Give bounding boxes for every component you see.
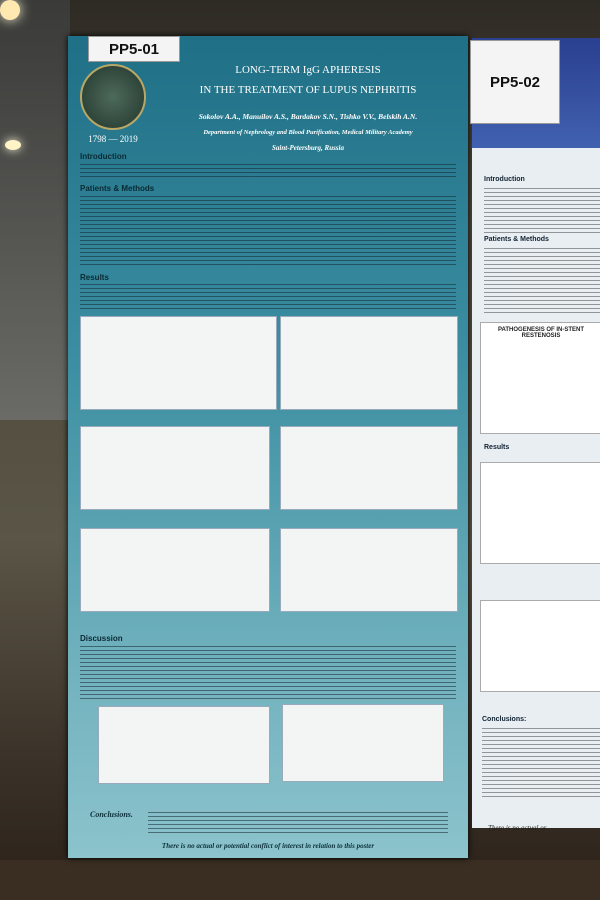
conclusions-heading: Conclusions. [90,810,133,819]
footer: There is no actual or potential conflict… [161,842,375,850]
wall [0,0,70,420]
line-chart [98,706,270,784]
radar-chart [280,528,458,612]
body-text [148,812,448,836]
section-heading: Introduction [484,176,525,183]
section-heading: Patients & Methods [80,184,155,193]
authors: Sokolov A.A., Manuilov A.S., Bardakov S.… [198,112,418,121]
section-heading: Introduction [80,152,127,161]
bar-chart [480,462,600,564]
body-text [80,164,456,180]
section-heading: Patients & Methods [484,236,549,243]
line-chart [280,426,458,510]
footer: There is no actual or [488,824,547,832]
line-chart [80,426,270,510]
section-heading: Discussion [80,634,123,643]
body-text [80,196,456,268]
bar-chart [282,704,444,782]
body-text [484,188,600,234]
body-text [482,728,600,798]
section-heading: Results [80,273,109,282]
figure-title: PATHOGENESIS OF IN-STENT RESTENOSIS [497,327,585,339]
poster: Introduction Patients & Methods PATHOGEN… [472,38,600,832]
bar-chart [80,528,270,612]
body-text [80,284,456,312]
department: Department of Nephrology and Blood Purif… [203,129,413,136]
ceiling-light [0,0,20,20]
poster-id: PP5-02 [470,40,560,124]
figure: PATHOGENESIS OF IN-STENT RESTENOSIS [480,322,600,434]
title: LONG-TERM IgG APHERESIS [235,64,381,76]
table-figure [280,316,458,410]
poster: 1798 — 2019 LONG-TERM IgG APHERESIS IN T… [68,36,468,858]
logo [80,64,146,130]
ceiling-light [5,140,21,150]
bar-chart [480,600,600,692]
title: IN THE TREATMENT OF LUPUS NEPHRITIS [199,84,417,96]
floor [0,860,600,900]
body-text [80,646,456,702]
years: 1798 — 2019 [88,134,138,144]
section-heading: Results [484,444,510,451]
city: Saint-Petersburg, Russia [272,144,344,152]
body-text [484,248,600,314]
poster-id: PP5-01 [88,36,180,62]
section-heading: Conclusions: [482,716,527,723]
table-figure [80,316,277,410]
